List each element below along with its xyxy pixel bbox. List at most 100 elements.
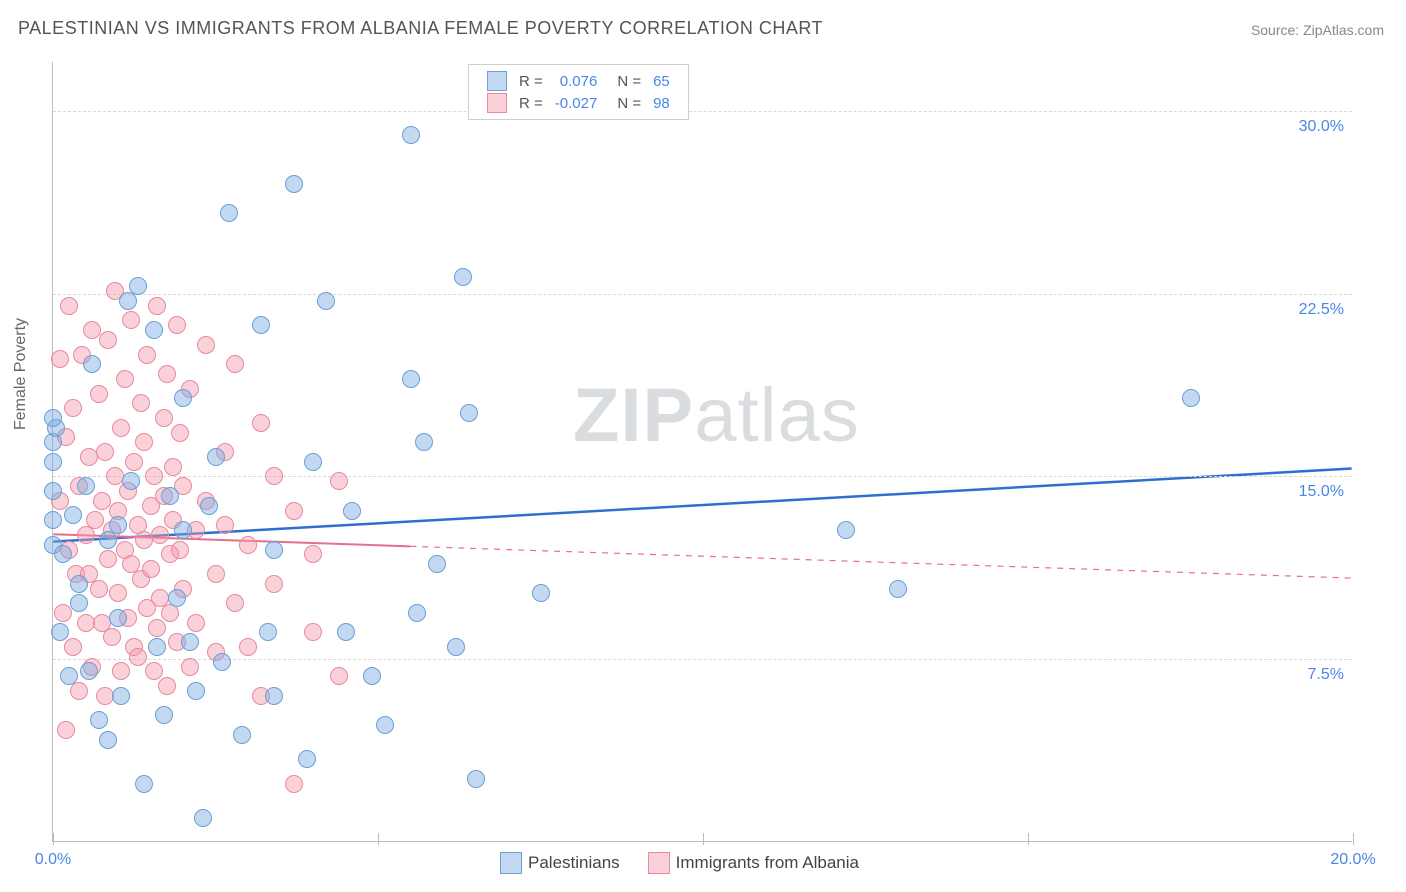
scatter-point xyxy=(252,414,270,432)
scatter-point xyxy=(148,297,166,315)
scatter-point xyxy=(106,467,124,485)
scatter-point xyxy=(44,482,62,500)
scatter-point xyxy=(181,633,199,651)
scatter-point xyxy=(122,311,140,329)
scatter-point xyxy=(64,506,82,524)
scatter-point xyxy=(265,575,283,593)
scatter-point xyxy=(60,667,78,685)
scatter-point xyxy=(44,511,62,529)
scatter-point xyxy=(99,550,117,568)
scatter-point xyxy=(158,677,176,695)
scatter-point xyxy=(460,404,478,422)
plot-area: ZIPatlas 7.5%15.0%22.5%30.0%0.0%20.0% xyxy=(52,62,1352,842)
gridline xyxy=(53,476,1352,477)
scatter-point xyxy=(164,458,182,476)
scatter-point xyxy=(44,453,62,471)
scatter-point xyxy=(64,399,82,417)
scatter-point xyxy=(90,711,108,729)
x-tick xyxy=(1028,833,1029,845)
chart-title: PALESTINIAN VS IMMIGRANTS FROM ALBANIA F… xyxy=(18,18,823,39)
scatter-point xyxy=(174,521,192,539)
scatter-point xyxy=(145,467,163,485)
scatter-point xyxy=(54,545,72,563)
scatter-point xyxy=(151,526,169,544)
scatter-point xyxy=(145,321,163,339)
scatter-point xyxy=(187,682,205,700)
scatter-point xyxy=(889,580,907,598)
scatter-point xyxy=(155,706,173,724)
legend-item: Immigrants from Albania xyxy=(648,852,859,874)
scatter-point xyxy=(174,389,192,407)
scatter-point xyxy=(837,521,855,539)
scatter-point xyxy=(220,204,238,222)
scatter-point xyxy=(54,604,72,622)
scatter-point xyxy=(259,623,277,641)
scatter-point xyxy=(200,497,218,515)
scatter-point xyxy=(304,453,322,471)
scatter-point xyxy=(129,277,147,295)
scatter-point xyxy=(285,502,303,520)
scatter-point xyxy=(168,316,186,334)
gridline xyxy=(53,111,1352,112)
scatter-point xyxy=(252,316,270,334)
scatter-point xyxy=(402,370,420,388)
y-tick-label: 15.0% xyxy=(1299,483,1344,501)
scatter-point xyxy=(93,492,111,510)
scatter-point xyxy=(415,433,433,451)
scatter-point xyxy=(96,443,114,461)
scatter-point xyxy=(207,565,225,583)
scatter-point xyxy=(109,609,127,627)
scatter-point xyxy=(70,575,88,593)
legend-bottom: Palestinians Immigrants from Albania xyxy=(500,852,887,879)
scatter-point xyxy=(86,511,104,529)
gridline xyxy=(53,659,1352,660)
scatter-point xyxy=(109,584,127,602)
scatter-point xyxy=(132,394,150,412)
chart-container: PALESTINIAN VS IMMIGRANTS FROM ALBANIA F… xyxy=(0,0,1406,892)
scatter-point xyxy=(532,584,550,602)
y-tick-label: 30.0% xyxy=(1299,118,1344,136)
scatter-point xyxy=(216,516,234,534)
scatter-point xyxy=(467,770,485,788)
scatter-point xyxy=(265,467,283,485)
scatter-point xyxy=(239,536,257,554)
scatter-point xyxy=(83,321,101,339)
scatter-point xyxy=(135,775,153,793)
scatter-point xyxy=(187,614,205,632)
y-tick-label: 22.5% xyxy=(1299,301,1344,319)
scatter-point xyxy=(194,809,212,827)
scatter-point xyxy=(155,409,173,427)
trend-lines xyxy=(53,62,1352,841)
scatter-point xyxy=(265,541,283,559)
scatter-point xyxy=(148,619,166,637)
x-tick xyxy=(1353,833,1354,845)
scatter-point xyxy=(99,731,117,749)
scatter-point xyxy=(285,775,303,793)
x-tick xyxy=(378,833,379,845)
scatter-point xyxy=(226,594,244,612)
scatter-point xyxy=(197,336,215,354)
scatter-point xyxy=(376,716,394,734)
x-tick-label: 0.0% xyxy=(35,851,71,869)
scatter-point xyxy=(285,175,303,193)
y-tick-label: 7.5% xyxy=(1308,666,1344,684)
scatter-point xyxy=(60,297,78,315)
scatter-point xyxy=(239,638,257,656)
x-tick-label: 20.0% xyxy=(1330,851,1375,869)
scatter-point xyxy=(77,477,95,495)
scatter-point xyxy=(402,126,420,144)
scatter-point xyxy=(330,667,348,685)
scatter-point xyxy=(90,385,108,403)
scatter-point xyxy=(90,580,108,598)
scatter-point xyxy=(304,545,322,563)
scatter-point xyxy=(207,448,225,466)
scatter-point xyxy=(109,516,127,534)
scatter-point xyxy=(181,658,199,676)
scatter-point xyxy=(304,623,322,641)
scatter-point xyxy=(337,623,355,641)
scatter-point xyxy=(80,662,98,680)
scatter-point xyxy=(233,726,251,744)
legend-item: Palestinians xyxy=(500,852,620,874)
scatter-point xyxy=(428,555,446,573)
scatter-point xyxy=(138,346,156,364)
